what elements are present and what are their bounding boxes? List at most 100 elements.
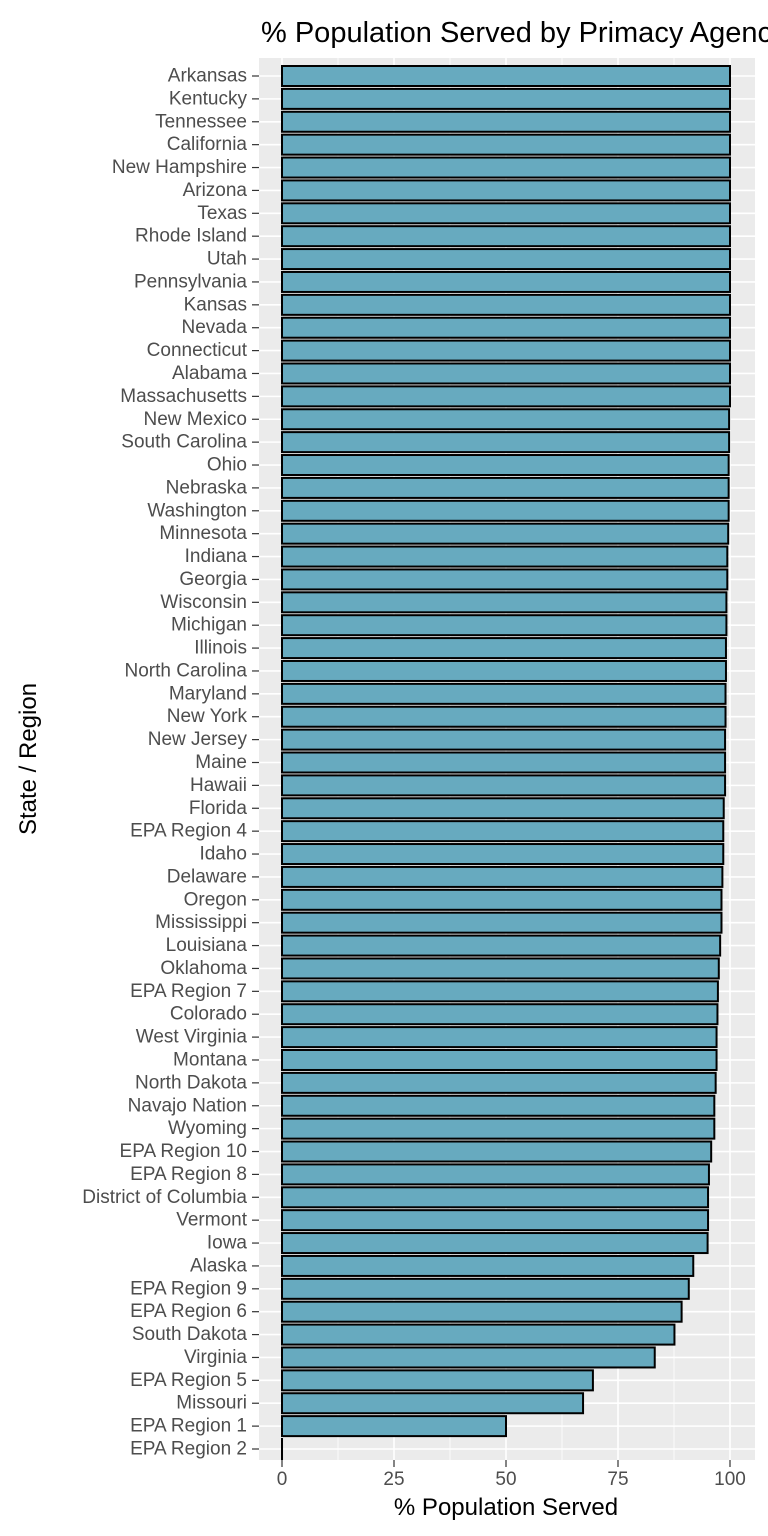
bar: [281, 1254, 695, 1277]
bar: [281, 1232, 709, 1255]
x-tick-label: 50: [495, 1469, 516, 1490]
y-tick-label: EPA Region 5: [130, 1370, 247, 1391]
chart-title: % Population Served by Primacy Agency: [261, 17, 768, 49]
bar: [281, 1003, 719, 1026]
bar: [281, 568, 729, 591]
bar: [281, 934, 722, 957]
bar: [281, 820, 725, 843]
y-tick-label: Colorado: [170, 1004, 247, 1025]
bar: [281, 133, 731, 156]
y-tick-label: District of Columbia: [82, 1187, 247, 1208]
bar: [281, 385, 731, 408]
bar: [281, 225, 731, 248]
y-tick-label: New Jersey: [148, 729, 248, 750]
bar: [281, 110, 731, 133]
y-tick-label: Washington: [147, 500, 247, 521]
bar: [281, 751, 727, 774]
y-tick-label: Iowa: [207, 1233, 248, 1254]
bar: [281, 797, 725, 820]
bar: [281, 637, 727, 660]
x-axis: 0 25 50 75 100: [277, 1460, 746, 1490]
y-tick-label: Indiana: [185, 546, 248, 567]
bar: [281, 1323, 676, 1346]
bar: [281, 1300, 683, 1323]
y-tick-label: Maryland: [169, 683, 247, 704]
y-tick-label: New Mexico: [144, 409, 247, 430]
x-axis-title: % Population Served: [394, 1494, 618, 1521]
bar: [281, 1140, 713, 1163]
y-tick-label: North Dakota: [135, 1072, 247, 1093]
bar: [281, 1094, 716, 1117]
y-tick-label: Virginia: [184, 1347, 247, 1368]
bar: [281, 454, 730, 477]
y-tick-label: Navajo Nation: [128, 1095, 247, 1116]
bar: [281, 316, 731, 339]
bar: [281, 202, 731, 225]
y-tick-label: South Dakota: [132, 1324, 248, 1345]
y-tick-label: Tennessee: [155, 111, 247, 132]
y-tick-label: EPA Region 10: [120, 1141, 247, 1162]
y-axis-title: State / Region: [15, 683, 42, 835]
y-tick-label: EPA Region 9: [130, 1278, 247, 1299]
bar: [281, 408, 731, 431]
y-tick-label: Hawaii: [190, 775, 247, 796]
bars: [281, 65, 731, 1460]
y-tick-label: EPA Region 7: [130, 981, 247, 1002]
y-tick-label: EPA Region 6: [130, 1301, 247, 1322]
bar: [281, 1415, 507, 1438]
y-tick-label: Connecticut: [147, 340, 248, 361]
y-tick-label: Illinois: [194, 638, 247, 659]
bar: [281, 957, 720, 980]
x-tick-label: 0: [277, 1469, 288, 1490]
bar: [281, 1369, 594, 1392]
bar: [281, 65, 731, 87]
y-tick-label: Missouri: [176, 1393, 247, 1414]
bar: [281, 248, 731, 271]
y-tick-label: Kansas: [184, 294, 247, 315]
bar: [281, 888, 723, 911]
bar: [281, 156, 731, 179]
bar: [281, 614, 728, 637]
x-tick-label: 25: [383, 1469, 404, 1490]
y-tick-label: Nebraska: [166, 477, 248, 498]
x-tick-label: 75: [607, 1469, 628, 1490]
y-tick-label: Rhode Island: [135, 226, 247, 247]
y-tick-label: Florida: [189, 798, 248, 819]
bar: [281, 591, 728, 614]
y-tick-label: Texas: [197, 203, 247, 224]
bar: [281, 1209, 710, 1232]
bar: [281, 659, 727, 682]
bar: [281, 339, 731, 362]
y-tick-label: California: [167, 134, 248, 155]
bar: [281, 1392, 585, 1415]
bar: [281, 87, 731, 110]
bar: [281, 1048, 718, 1071]
y-tick-label: Wyoming: [168, 1118, 247, 1139]
y-tick-label: Mississippi: [155, 912, 247, 933]
y-tick-label: West Virginia: [136, 1027, 248, 1048]
y-tick-label: New Hampshire: [112, 157, 247, 178]
bar: [281, 843, 725, 866]
bar: [281, 728, 727, 751]
bar: [281, 1346, 656, 1369]
bar: [281, 1186, 710, 1209]
y-tick-label: Alabama: [172, 363, 247, 384]
bar: [281, 179, 731, 202]
y-tick-label: Idaho: [199, 844, 247, 865]
y-tick-label: Montana: [173, 1049, 247, 1070]
x-tick-label: 100: [714, 1469, 746, 1490]
y-tick-label: Utah: [207, 249, 247, 270]
bar: [281, 431, 731, 454]
bar: [281, 980, 719, 1003]
y-tick-label: North Carolina: [125, 660, 248, 681]
y-tick-label: Vermont: [176, 1210, 247, 1231]
y-tick-label: Delaware: [167, 866, 247, 887]
y-tick-label: Louisiana: [166, 935, 248, 956]
y-tick-label: South Carolina: [121, 432, 247, 453]
bar: [281, 1026, 718, 1049]
bar: [281, 705, 727, 728]
y-tick-label: Nevada: [182, 317, 248, 338]
y-tick-label: Minnesota: [159, 523, 247, 544]
